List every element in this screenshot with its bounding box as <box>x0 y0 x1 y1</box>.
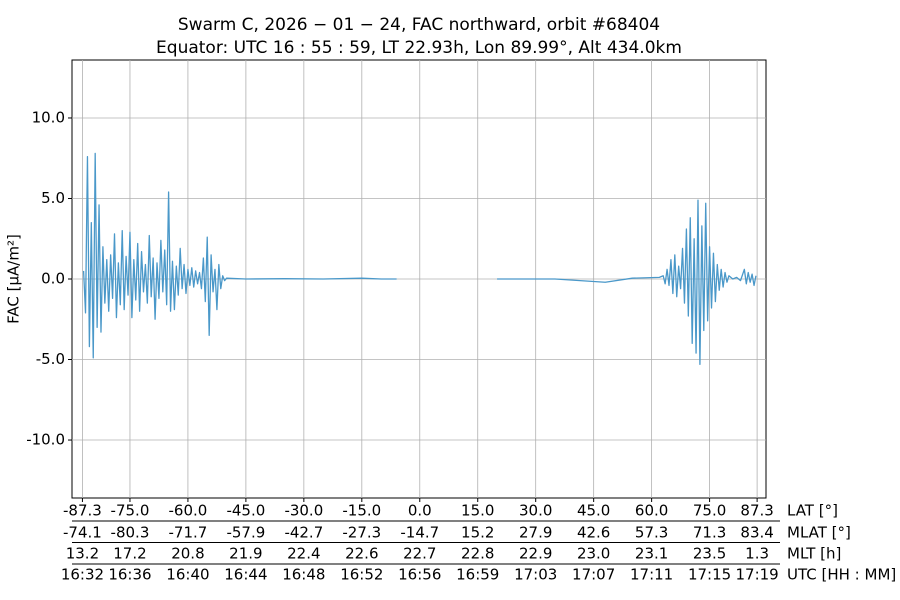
x-row-label: MLT [h] <box>787 545 841 563</box>
x-row-tick-label: -27.3 <box>342 524 381 542</box>
x-row-tick-label: -14.7 <box>400 524 439 542</box>
x-row-tick-label: 71.3 <box>693 524 726 542</box>
y-tick-label: 0.0 <box>41 270 65 288</box>
x-row-tick-label: 13.2 <box>66 545 99 563</box>
x-row-tick-label: 83.4 <box>740 524 773 542</box>
x-tick-label: -75.0 <box>111 502 150 520</box>
x-row-tick-label: 22.4 <box>287 545 320 563</box>
chart-title: Swarm C, 2026 − 01 − 24, FAC northward, … <box>178 15 660 35</box>
x-tick-label: 15.0 <box>461 502 494 520</box>
y-tick-label: -10.0 <box>26 431 65 449</box>
x-tick-label: -30.0 <box>284 502 323 520</box>
x-tick-label: -45.0 <box>226 502 265 520</box>
x-row-tick-label: 22.6 <box>345 545 378 563</box>
x-row-tick-label: 17:07 <box>572 566 615 584</box>
x-tick-label: -15.0 <box>342 502 381 520</box>
x-row-tick-label: 22.9 <box>519 545 552 563</box>
y-tick-label: 10.0 <box>32 108 65 126</box>
x-row-tick-label: 17.2 <box>113 545 146 563</box>
y-tick-label: 5.0 <box>41 189 65 207</box>
x-row-tick-label: -57.9 <box>226 524 265 542</box>
x-row-tick-label: -42.7 <box>284 524 323 542</box>
x-tick-label: 45.0 <box>577 502 610 520</box>
x-row-tick-label: 22.8 <box>461 545 494 563</box>
y-tick-label: -5.0 <box>36 350 65 368</box>
x-row-tick-label: 16:40 <box>166 566 209 584</box>
x-row-tick-label: 17:11 <box>630 566 673 584</box>
x-row-tick-label: 27.9 <box>519 524 552 542</box>
x-tick-label: 75.0 <box>693 502 726 520</box>
x-row-tick-label: 15.2 <box>461 524 494 542</box>
x-row-tick-label: 16:36 <box>108 566 151 584</box>
x-tick-label: 87.3 <box>740 502 773 520</box>
x-row-tick-label: 21.9 <box>229 545 262 563</box>
x-row-tick-label: 16:56 <box>398 566 441 584</box>
x-row-tick-label: -80.3 <box>111 524 150 542</box>
x-row-tick-label: 1.3 <box>745 545 769 563</box>
x-tick-label: 0.0 <box>408 502 432 520</box>
x-row-tick-label: 17:03 <box>514 566 557 584</box>
x-row-tick-label: 16:52 <box>340 566 383 584</box>
x-row-tick-label: 16:48 <box>282 566 325 584</box>
data-line <box>82 152 757 365</box>
x-tick-label: -60.0 <box>169 502 208 520</box>
x-tick-label: 30.0 <box>519 502 552 520</box>
x-row-tick-label: 42.6 <box>577 524 610 542</box>
x-row-tick-label: 17:15 <box>688 566 731 584</box>
x-tick-label: 60.0 <box>635 502 668 520</box>
x-row-tick-label: 23.5 <box>693 545 726 563</box>
chart-subtitle: Equator: UTC 16 : 55 : 59, LT 22.93h, Lo… <box>156 38 682 58</box>
x-row-tick-label: 23.0 <box>577 545 610 563</box>
x-row-tick-label: -71.7 <box>169 524 208 542</box>
x-row-tick-label: 57.3 <box>635 524 668 542</box>
x-row-tick-label: 20.8 <box>171 545 204 563</box>
x-row-tick-label: 16:44 <box>224 566 267 584</box>
x-row-tick-label: 22.7 <box>403 545 436 563</box>
x-row-label: UTC [HH : MM] <box>787 566 896 584</box>
x-row-label: MLAT [°] <box>787 524 851 542</box>
x-tick-label: -87.3 <box>63 502 102 520</box>
y-axis-label: FAC [µA/m²] <box>5 234 23 324</box>
x-row-tick-label: 17:19 <box>735 566 778 584</box>
x-axis-label: LAT [°] <box>787 502 838 520</box>
x-row-tick-label: 23.1 <box>635 545 668 563</box>
x-row-tick-label: 16:32 <box>61 566 104 584</box>
x-row-tick-label: 16:59 <box>456 566 499 584</box>
x-row-tick-label: -74.1 <box>63 524 102 542</box>
